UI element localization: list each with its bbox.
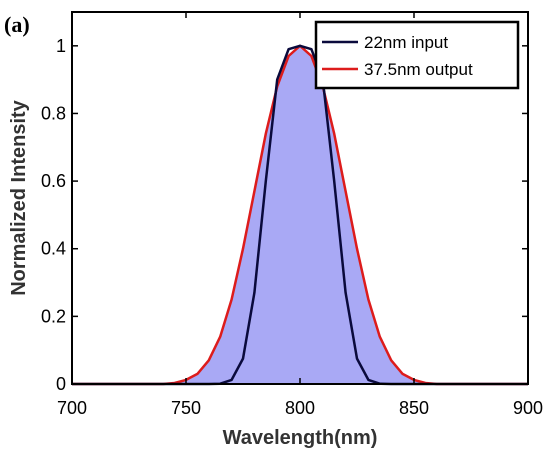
legend: 22nm input 37.5nm output [314,20,520,90]
x-axis-title: Wavelength(nm) [223,427,378,449]
y-tick-label: 0.4 [41,239,66,259]
x-tick-label: 700 [57,398,87,418]
x-axis-ticks: 700 750 800 850 900 [57,12,543,418]
panel-label: (a) [4,12,30,37]
legend-label-output: 37.5nm output [364,60,473,79]
y-tick-label: 0 [56,374,66,394]
y-tick-label: 0.6 [41,171,66,191]
legend-label-input: 22nm input [364,33,448,52]
output-fill-area [72,45,528,385]
y-tick-label: 0.8 [41,103,66,123]
y-axis-title: Normalized Intensity [8,99,30,295]
x-tick-label: 750 [171,398,201,418]
y-tick-label: 1 [56,36,66,56]
plot-area: 700 750 800 850 900 0 0.2 0.4 0.6 0.8 1 [41,11,543,418]
x-tick-label: 800 [285,398,315,418]
y-tick-label: 0.2 [41,306,66,326]
x-tick-label: 850 [399,398,429,418]
y-axis-ticks: 0 0.2 0.4 0.6 0.8 1 [41,36,528,394]
legend-box [314,20,520,90]
x-tick-label: 900 [513,398,543,418]
